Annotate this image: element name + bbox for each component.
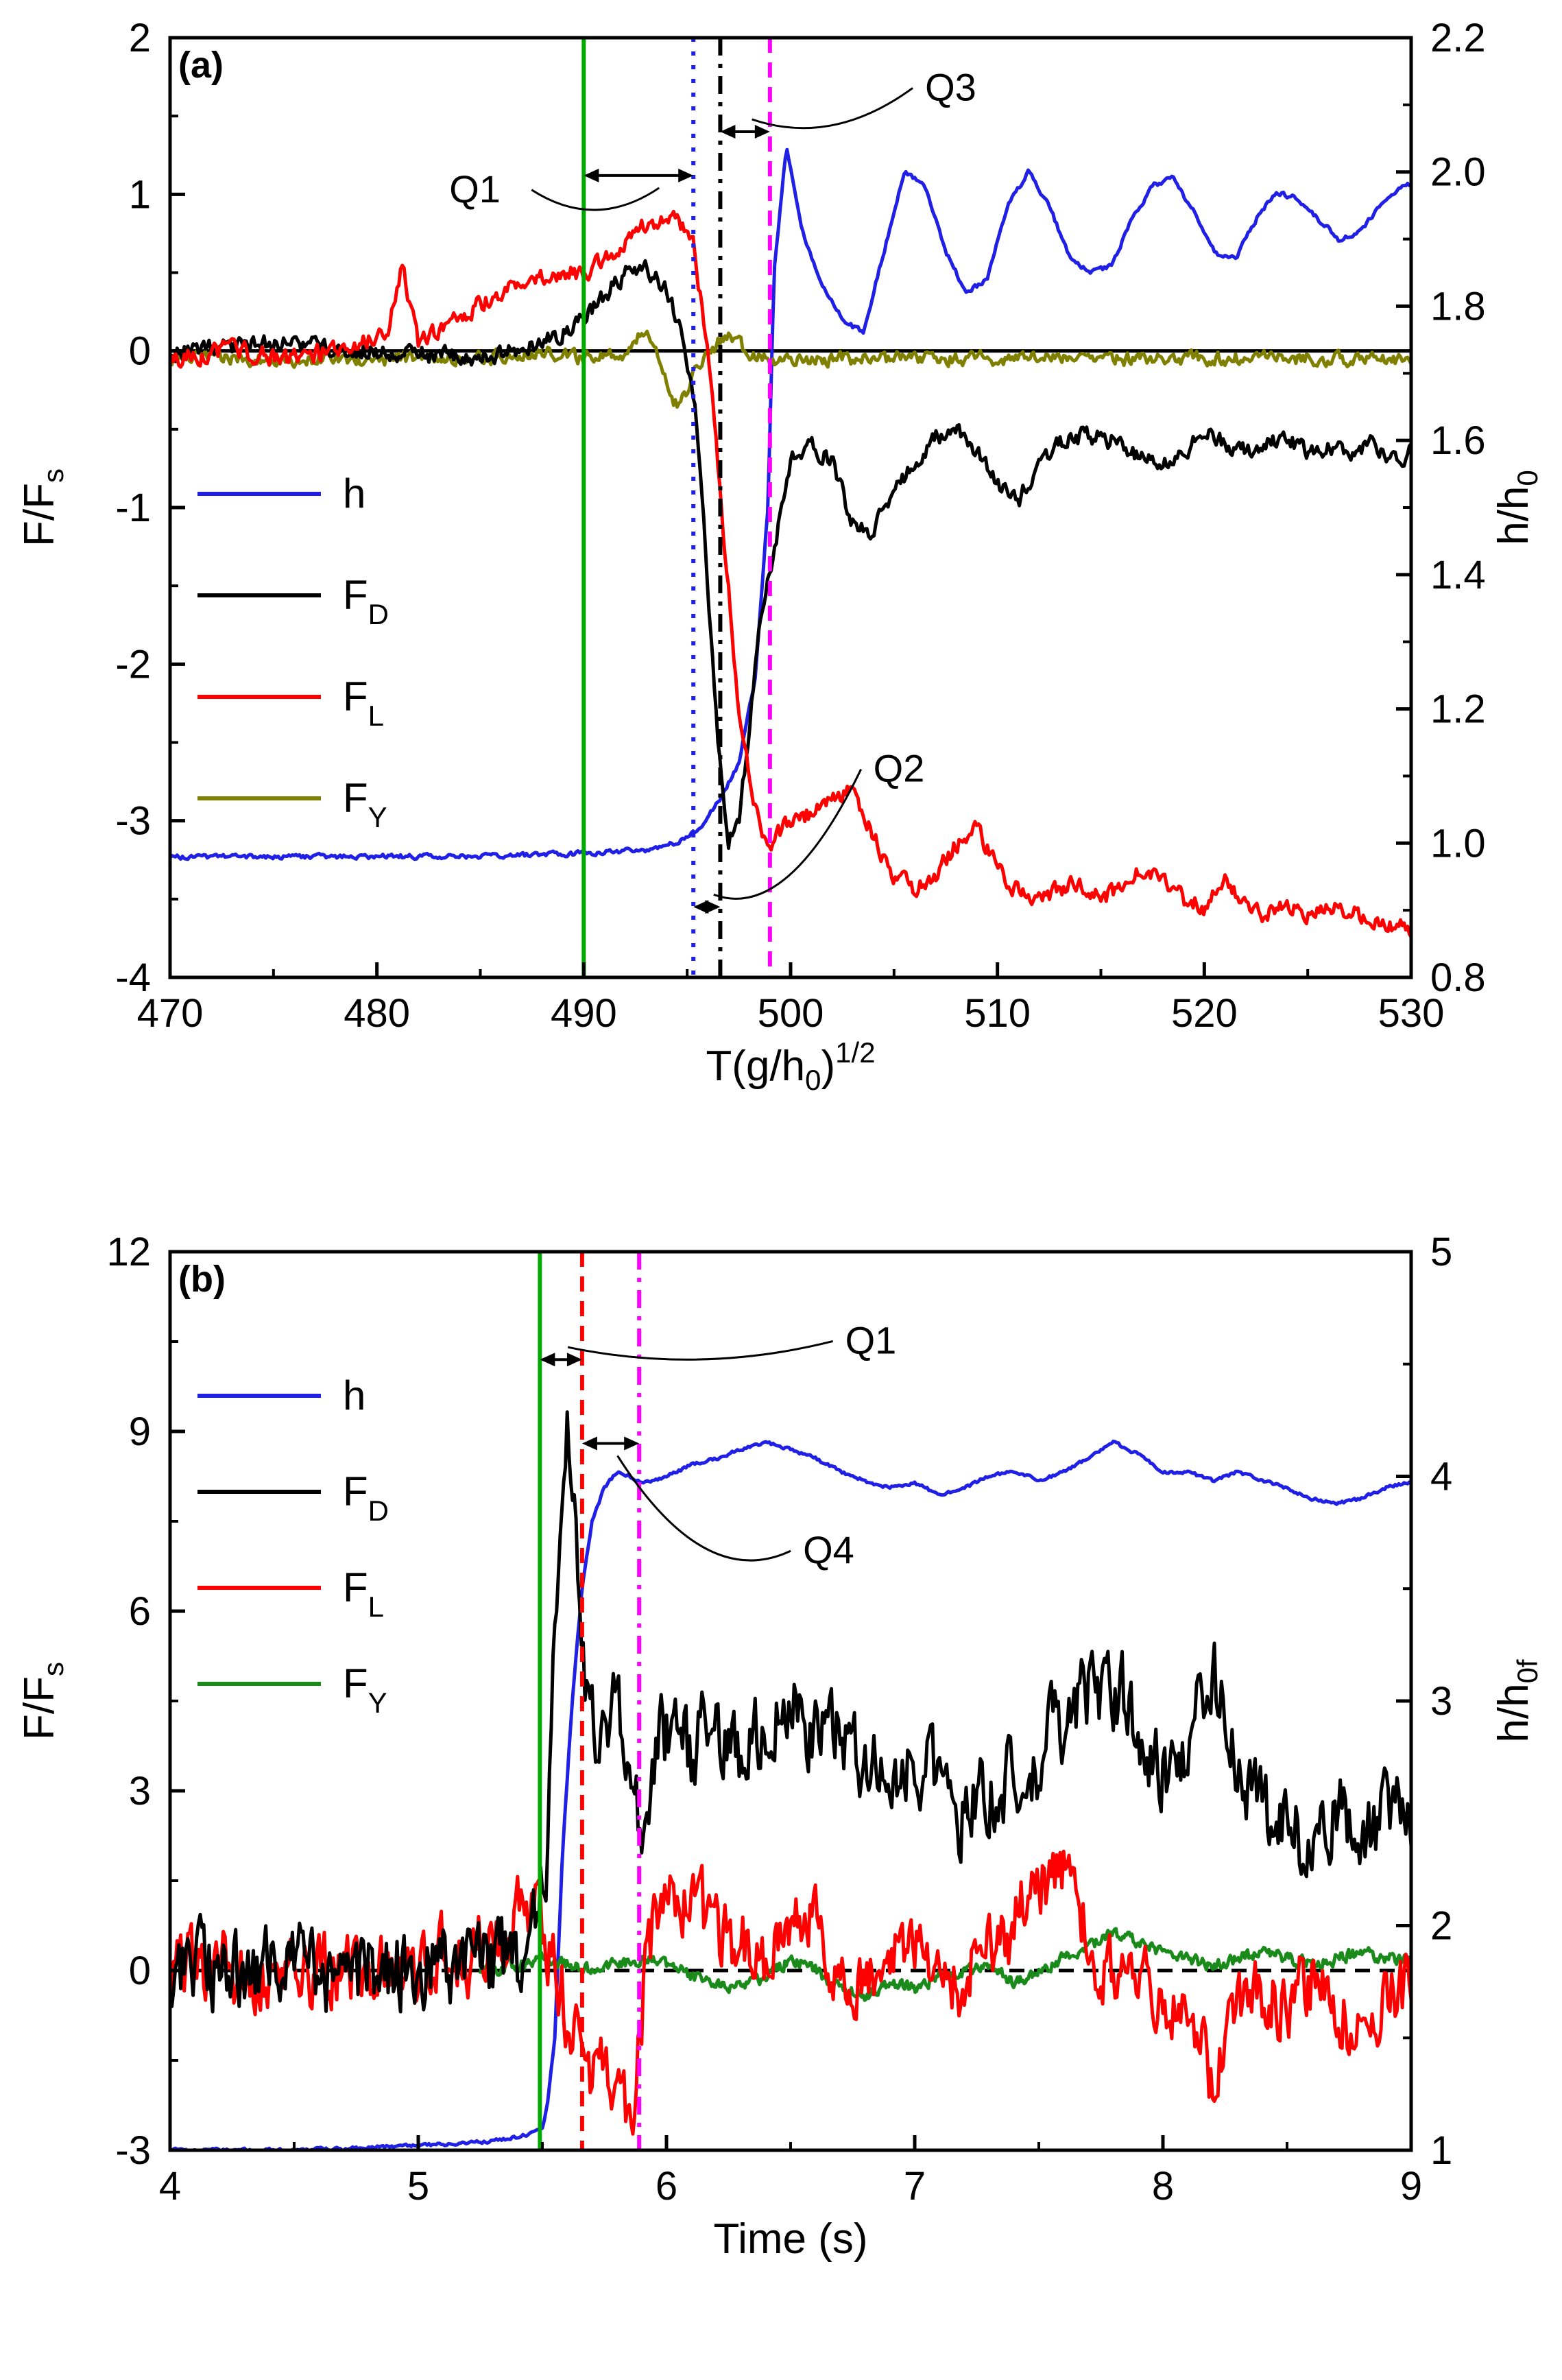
x-tick-label: 8 bbox=[1152, 2164, 1174, 2209]
panel-label: (b) bbox=[178, 1259, 226, 1300]
y-left-tick-label: 9 bbox=[129, 1409, 151, 1454]
series-h bbox=[170, 147, 1411, 861]
y-left-tick-label: 1 bbox=[129, 172, 151, 217]
y-right-axis-title: h/h0f bbox=[1490, 1659, 1543, 1743]
y-left-tick-label: -1 bbox=[115, 486, 151, 530]
series-FD bbox=[170, 1410, 1411, 2014]
y-left-tick-label: 3 bbox=[129, 1769, 151, 1813]
series-FL bbox=[170, 209, 1411, 938]
y-right-tick-label: 1.0 bbox=[1430, 821, 1486, 866]
y-left-tick-label: -2 bbox=[115, 642, 151, 687]
interval-q3: Q3 bbox=[720, 65, 976, 139]
y-right-tick-label: 1.6 bbox=[1430, 418, 1486, 463]
interval-label-q4: Q4 bbox=[803, 1528, 854, 1571]
legend-label: h bbox=[343, 1372, 365, 1418]
legend-item-h: h bbox=[197, 1372, 365, 1418]
legend-label: FY bbox=[343, 1661, 387, 1719]
leader-q4 bbox=[616, 1455, 791, 1562]
series-group bbox=[170, 147, 1411, 938]
leader-q2 bbox=[713, 768, 863, 900]
x-tick-label: 520 bbox=[1171, 991, 1238, 1036]
interval-label-q3: Q3 bbox=[925, 65, 976, 108]
x-tick-label: 500 bbox=[758, 991, 824, 1036]
series-h bbox=[170, 1439, 1411, 2150]
x-tick-label: 7 bbox=[904, 2164, 926, 2209]
series-FY bbox=[170, 329, 1411, 409]
series-FL bbox=[170, 1849, 1411, 2136]
legend-label: FD bbox=[343, 1468, 389, 1527]
legend-item-FD: FD bbox=[197, 1468, 389, 1527]
y-left-tick-label: -3 bbox=[115, 2128, 151, 2173]
x-tick-label: 5 bbox=[407, 2164, 429, 2209]
y-left-axis-title: F/Fs bbox=[16, 468, 69, 547]
legend-item-FL: FL bbox=[197, 674, 384, 732]
y-left-tick-label: 12 bbox=[106, 1230, 151, 1274]
interval-q4: Q4 bbox=[581, 1436, 854, 1571]
leader-q1 bbox=[531, 187, 660, 211]
interval-q2: Q2 bbox=[693, 747, 924, 914]
x-axis-title: Time (s) bbox=[714, 2215, 868, 2263]
panel-a: Q1 Q2 Q3 470 480 490 500 510 520 530 -4 -3 -2 -1 0 1 2 0.… bbox=[16, 16, 1543, 1096]
series-group bbox=[170, 1410, 1411, 2150]
x-tick-label: 510 bbox=[964, 991, 1031, 1036]
y-right-tick-label: 1.8 bbox=[1430, 284, 1486, 329]
leader-q3 bbox=[752, 87, 913, 130]
y-right-tick-label: 4 bbox=[1430, 1455, 1452, 1499]
y-left-axis-title: F/Fs bbox=[16, 1662, 69, 1740]
x-tick-label: 480 bbox=[344, 991, 410, 1036]
legend-label: FY bbox=[343, 775, 387, 833]
leader-q1 bbox=[567, 1340, 834, 1361]
legend: h FD FL FY bbox=[197, 471, 389, 833]
x-tick-label: 9 bbox=[1400, 2164, 1422, 2209]
y-right-tick-label: 1 bbox=[1430, 2128, 1452, 2173]
legend-item-FY: FY bbox=[197, 1661, 387, 1719]
y-right-tick-label: 1.2 bbox=[1430, 687, 1486, 732]
y-left-tick-label: -3 bbox=[115, 799, 151, 844]
y-right-tick-label: 1.4 bbox=[1430, 553, 1486, 597]
x-axis-title: T(g/h0)1/2 bbox=[706, 1036, 875, 1096]
legend-item-h: h bbox=[197, 471, 365, 516]
legend-item-FL: FL bbox=[197, 1564, 384, 1623]
y-left-tick-label: -4 bbox=[115, 955, 151, 1000]
x-tick-label: 490 bbox=[551, 991, 617, 1036]
legend-label: h bbox=[343, 471, 365, 516]
y-right-axis-title: h/h0 bbox=[1490, 470, 1543, 545]
y-right-tick-label: 2.0 bbox=[1430, 150, 1486, 195]
interval-q1: Q1 bbox=[449, 167, 694, 211]
y-left-tick-label: 2 bbox=[129, 16, 151, 60]
y-right-tick-label: 3 bbox=[1430, 1679, 1452, 1724]
legend: h FD FL FY bbox=[197, 1372, 389, 1719]
legend-label: FL bbox=[343, 1564, 384, 1623]
interval-q1: Q1 bbox=[540, 1318, 897, 1367]
panel-label: (a) bbox=[178, 45, 224, 86]
y-left-tick-label: 0 bbox=[129, 1949, 151, 1993]
legend-label: FD bbox=[343, 572, 389, 630]
y-right-tick-label: 2 bbox=[1430, 1904, 1452, 1949]
series-FD bbox=[170, 259, 1411, 850]
y-left-tick-label: 0 bbox=[129, 329, 151, 374]
interval-label-q1: Q1 bbox=[449, 167, 501, 211]
legend-item-FD: FD bbox=[197, 572, 389, 630]
y-right-tick-label: 5 bbox=[1430, 1230, 1452, 1274]
x-tick-label: 530 bbox=[1378, 991, 1445, 1036]
x-tick-label: 4 bbox=[159, 2164, 181, 2209]
x-tick-label: 470 bbox=[137, 991, 204, 1036]
legend-item-FY: FY bbox=[197, 775, 387, 833]
x-tick-label: 6 bbox=[656, 2164, 677, 2209]
interval-label-q2: Q2 bbox=[874, 747, 925, 790]
legend-label: FL bbox=[343, 674, 384, 732]
interval-label-q1: Q1 bbox=[845, 1318, 897, 1361]
y-left-tick-label: 6 bbox=[129, 1589, 151, 1634]
y-right-tick-label: 2.2 bbox=[1430, 16, 1486, 60]
y-right-tick-label: 0.8 bbox=[1430, 955, 1486, 1000]
